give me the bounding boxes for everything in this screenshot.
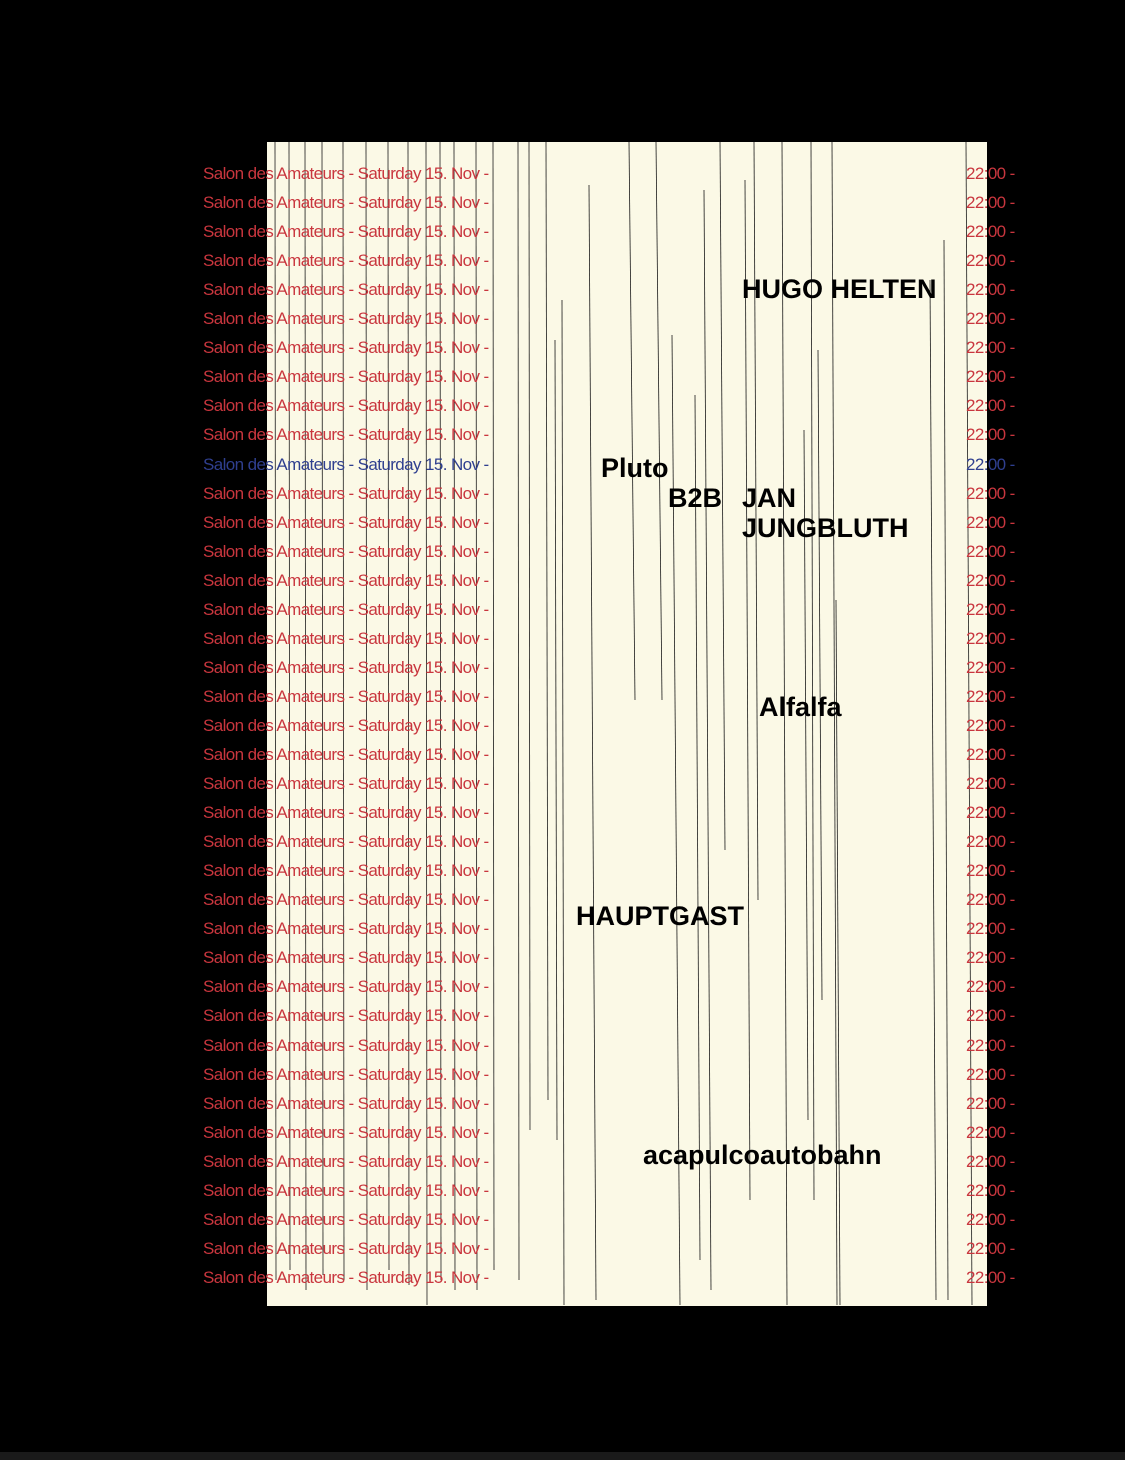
row-venue-date: Salon des Amateurs - Saturday 15. Nov - <box>203 1181 489 1200</box>
row-time: 22:00 - <box>966 251 1015 270</box>
row-venue-date: Salon des Amateurs - Saturday 15. Nov - <box>203 948 489 967</box>
row-time: 22:00 - <box>966 861 1015 880</box>
row-venue-date: Salon des Amateurs - Saturday 15. Nov - <box>203 280 489 299</box>
row-venue-date: Salon des Amateurs - Saturday 15. Nov - <box>203 832 489 851</box>
artist-hauptgast: HAUPTGAST <box>576 901 744 931</box>
row-time: 22:00 - <box>966 832 1015 851</box>
artist-jungbluth: JUNGBLUTH <box>742 513 909 543</box>
row-venue-date: Salon des Amateurs - Saturday 15. Nov - <box>203 425 489 444</box>
artist-hugo-helten: HUGO HELTEN <box>742 274 937 304</box>
row-time: 22:00 - <box>966 222 1015 241</box>
artist-b2b: B2B <box>668 483 723 513</box>
row-time: 22:00 - <box>966 948 1015 967</box>
row-time: 22:00 - <box>966 425 1015 444</box>
row-time: 22:00 - <box>966 977 1015 996</box>
row-time: 22:00 - <box>966 1210 1015 1229</box>
row-venue-date: Salon des Amateurs - Saturday 15. Nov - <box>203 484 489 503</box>
row-venue-date: Salon des Amateurs - Saturday 15. Nov - <box>203 658 489 677</box>
row-venue-date: Salon des Amateurs - Saturday 15. Nov - <box>203 164 489 183</box>
row-venue-date: Salon des Amateurs - Saturday 15. Nov - <box>203 861 489 880</box>
row-time: 22:00 - <box>966 1094 1015 1113</box>
row-time: 22:00 - <box>966 1152 1015 1171</box>
row-time: 22:00 - <box>966 600 1015 619</box>
row-time: 22:00 - <box>966 1036 1015 1055</box>
artist-alfalfa: Alfalfa <box>759 692 842 722</box>
row-venue-date: Salon des Amateurs - Saturday 15. Nov - <box>203 1006 489 1025</box>
row-time: 22:00 - <box>966 542 1015 561</box>
row-time: 22:00 - <box>966 367 1015 386</box>
artist-pluto: Pluto <box>601 453 669 483</box>
row-venue-date: Salon des Amateurs - Saturday 15. Nov - <box>203 571 489 590</box>
row-time: 22:00 - <box>966 658 1015 677</box>
artist-jan: JAN <box>742 483 797 513</box>
row-time: 22:00 - <box>966 193 1015 212</box>
row-venue-date: Salon des Amateurs - Saturday 15. Nov - <box>203 600 489 619</box>
row-time: 22:00 - <box>966 455 1015 474</box>
row-venue-date: Salon des Amateurs - Saturday 15. Nov - <box>203 919 489 938</box>
row-time: 22:00 - <box>966 1268 1015 1287</box>
row-venue-date: Salon des Amateurs - Saturday 15. Nov - <box>203 745 489 764</box>
row-time: 22:00 - <box>966 803 1015 822</box>
row-time: 22:00 - <box>966 774 1015 793</box>
row-venue-date: Salon des Amateurs - Saturday 15. Nov - <box>203 222 489 241</box>
row-time: 22:00 - <box>966 1181 1015 1200</box>
row-time: 22:00 - <box>966 396 1015 415</box>
row-time: 22:00 - <box>966 687 1015 706</box>
row-venue-date: Salon des Amateurs - Saturday 15. Nov - <box>203 309 489 328</box>
row-time: 22:00 - <box>966 890 1015 909</box>
row-time: 22:00 - <box>966 571 1015 590</box>
row-time: 22:00 - <box>966 1065 1015 1084</box>
row-time: 22:00 - <box>966 745 1015 764</box>
row-time: 22:00 - <box>966 919 1015 938</box>
row-time: 22:00 - <box>966 164 1015 183</box>
row-time: 22:00 - <box>966 1006 1015 1025</box>
row-venue-date: Salon des Amateurs - Saturday 15. Nov - <box>203 513 489 532</box>
row-venue-date: Salon des Amateurs - Saturday 15. Nov - <box>203 1065 489 1084</box>
row-venue-date: Salon des Amateurs - Saturday 15. Nov - <box>203 890 489 909</box>
row-venue-date: Salon des Amateurs - Saturday 15. Nov - <box>203 1268 489 1287</box>
row-venue-date: Salon des Amateurs - Saturday 15. Nov - <box>203 455 489 474</box>
row-time: 22:00 - <box>966 309 1015 328</box>
row-venue-date: Salon des Amateurs - Saturday 15. Nov - <box>203 629 489 648</box>
row-venue-date: Salon des Amateurs - Saturday 15. Nov - <box>203 251 489 270</box>
row-venue-date: Salon des Amateurs - Saturday 15. Nov - <box>203 803 489 822</box>
row-venue-date: Salon des Amateurs - Saturday 15. Nov - <box>203 977 489 996</box>
row-time: 22:00 - <box>966 1123 1015 1142</box>
row-venue-date: Salon des Amateurs - Saturday 15. Nov - <box>203 1210 489 1229</box>
row-venue-date: Salon des Amateurs - Saturday 15. Nov - <box>203 338 489 357</box>
row-venue-date: Salon des Amateurs - Saturday 15. Nov - <box>203 716 489 735</box>
row-venue-date: Salon des Amateurs - Saturday 15. Nov - <box>203 1094 489 1113</box>
row-venue-date: Salon des Amateurs - Saturday 15. Nov - <box>203 367 489 386</box>
row-venue-date: Salon des Amateurs - Saturday 15. Nov - <box>203 1036 489 1055</box>
artist-acapulcoautobahn: acapulcoautobahn <box>643 1140 882 1170</box>
row-venue-date: Salon des Amateurs - Saturday 15. Nov - <box>203 687 489 706</box>
poster-paper <box>267 142 987 1306</box>
row-venue-date: Salon des Amateurs - Saturday 15. Nov - <box>203 1239 489 1258</box>
bottom-bar <box>0 1452 1125 1460</box>
row-time: 22:00 - <box>966 629 1015 648</box>
row-time: 22:00 - <box>966 280 1015 299</box>
row-venue-date: Salon des Amateurs - Saturday 15. Nov - <box>203 542 489 561</box>
row-venue-date: Salon des Amateurs - Saturday 15. Nov - <box>203 193 489 212</box>
row-venue-date: Salon des Amateurs - Saturday 15. Nov - <box>203 1152 489 1171</box>
row-time: 22:00 - <box>966 1239 1015 1258</box>
row-time: 22:00 - <box>966 338 1015 357</box>
row-venue-date: Salon des Amateurs - Saturday 15. Nov - <box>203 774 489 793</box>
row-venue-date: Salon des Amateurs - Saturday 15. Nov - <box>203 1123 489 1142</box>
row-time: 22:00 - <box>966 513 1015 532</box>
row-time: 22:00 - <box>966 484 1015 503</box>
row-time: 22:00 - <box>966 716 1015 735</box>
row-venue-date: Salon des Amateurs - Saturday 15. Nov - <box>203 396 489 415</box>
